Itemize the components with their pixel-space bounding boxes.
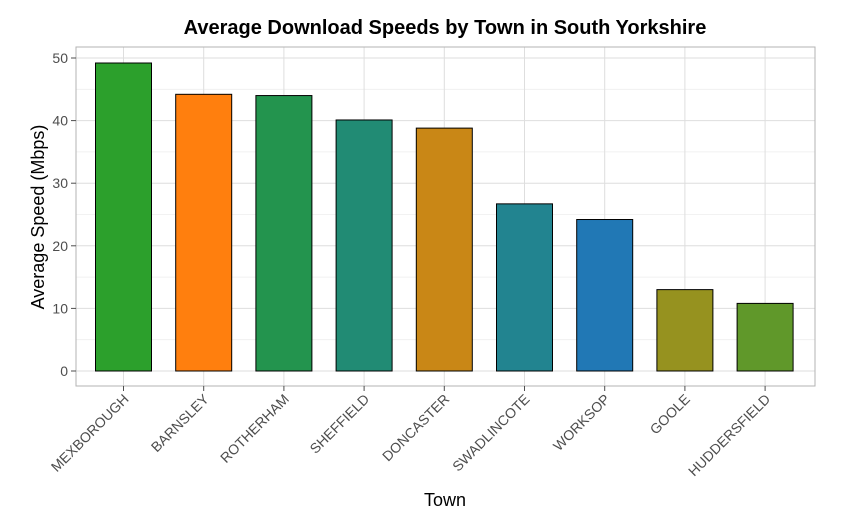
chart-title: Average Download Speeds by Town in South… <box>184 17 707 39</box>
bar-rotherham <box>256 96 312 371</box>
y-tick-label: 20 <box>52 238 68 254</box>
y-tick-label: 0 <box>60 363 68 379</box>
y-axis-ticks: 0 10 20 30 40 50 <box>52 50 76 379</box>
y-tick-label: 30 <box>52 175 68 191</box>
y-axis-title: Average Speed (Mbps) <box>28 125 48 310</box>
x-axis-title: Town <box>424 490 466 510</box>
bar-huddersfield <box>737 303 793 371</box>
x-tick-label: WORKSOP <box>550 391 613 454</box>
x-axis-ticks: MEXBOROUGH BARNSLEY ROTHERHAM SHEFFIELD DONC… <box>48 386 774 479</box>
y-tick-label: 50 <box>52 50 68 66</box>
x-tick-label: SWADLINCOTE <box>449 391 533 475</box>
bar-swadlincote <box>497 204 553 371</box>
bar-sheffield <box>336 120 392 371</box>
bar-doncaster <box>416 128 472 371</box>
x-tick-label: BARNSLEY <box>148 390 213 455</box>
bar-goole <box>657 290 713 371</box>
y-tick-label: 10 <box>52 300 68 316</box>
y-tick-label: 40 <box>52 113 68 129</box>
bar-barnsley <box>176 94 232 371</box>
bar-mexborough <box>96 63 152 371</box>
bar-worksop <box>577 220 633 371</box>
x-tick-label: DONCASTER <box>379 391 452 464</box>
x-tick-label: MEXBOROUGH <box>48 391 132 475</box>
x-tick-label: HUDDERSFIELD <box>685 391 773 479</box>
x-tick-label: SHEFFIELD <box>306 391 372 457</box>
x-tick-label: GOOLE <box>646 391 693 438</box>
x-tick-label: ROTHERHAM <box>217 391 292 466</box>
